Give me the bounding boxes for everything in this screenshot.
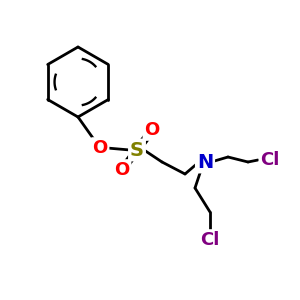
Text: N: N [197, 152, 213, 172]
Text: Cl: Cl [200, 231, 220, 249]
Text: O: O [92, 139, 108, 157]
Text: Cl: Cl [260, 151, 280, 169]
Text: O: O [144, 121, 160, 139]
Text: S: S [130, 140, 144, 160]
Text: O: O [114, 161, 130, 179]
